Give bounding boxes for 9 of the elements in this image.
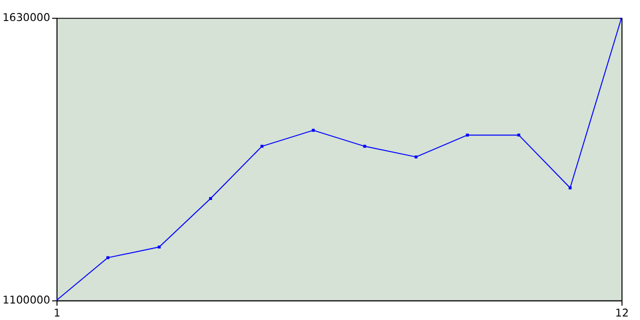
point: [466, 134, 469, 137]
point: [209, 197, 212, 200]
x-tick-label: 12: [615, 306, 629, 320]
y-tick-label: 1100000: [2, 294, 50, 307]
point: [312, 128, 315, 132]
x-tick-label: 1: [54, 306, 60, 320]
y-tick-label: 1630000: [2, 11, 50, 24]
point: [106, 256, 110, 260]
point: [568, 186, 572, 190]
